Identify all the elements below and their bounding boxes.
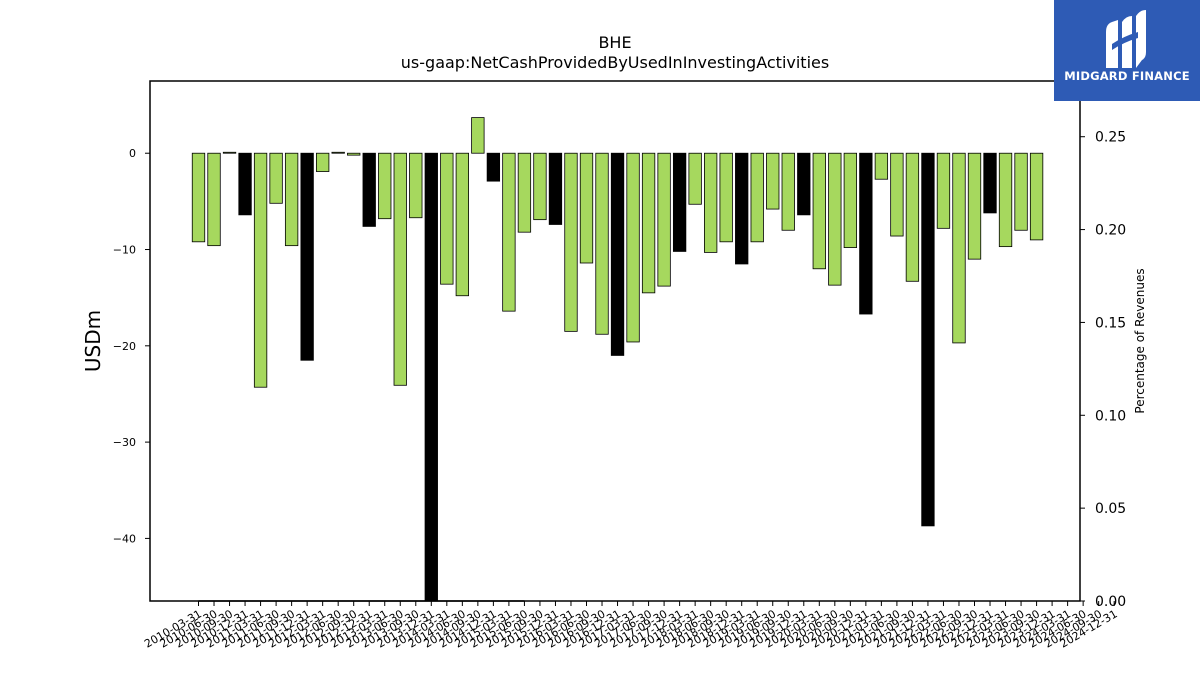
bar: [812, 152, 826, 270]
bar: [704, 152, 718, 253]
bar: [533, 152, 547, 221]
y-axis-left: 0 −10 −20 −30 −40: [113, 147, 150, 545]
bar: [657, 152, 671, 287]
chart-title-group: BHE us-gaap:NetCashProvidedByUsedInInves…: [401, 33, 829, 72]
y-tick-label: 0: [129, 147, 136, 160]
bar: [672, 152, 687, 252]
bar: [393, 152, 407, 386]
bar: [688, 152, 702, 205]
chart-subtitle: us-gaap:NetCashProvidedByUsedInInvesting…: [401, 53, 829, 72]
bar: [921, 152, 935, 527]
brand-logo: MIDGARD FINANCE: [1054, 0, 1200, 101]
y-tick-label: −40: [113, 532, 136, 545]
bar: [440, 152, 454, 285]
bar: [517, 152, 532, 233]
bar: [936, 152, 951, 229]
bar: [610, 152, 625, 356]
bar: [595, 152, 609, 335]
bar: [486, 152, 501, 182]
bar: [331, 151, 345, 154]
bar: [300, 152, 314, 361]
bar: [735, 152, 749, 265]
bar: [843, 152, 857, 248]
bar: [347, 152, 361, 156]
bar: [983, 152, 997, 214]
bar: [828, 152, 842, 286]
bar: [191, 152, 206, 243]
bar: [998, 152, 1013, 248]
y2-tick-label: 0.00: [1095, 594, 1126, 610]
bars-layer: [191, 117, 1044, 602]
midgard-m-logo-icon: [1106, 10, 1146, 68]
y2-tick-label: 0.05: [1095, 501, 1126, 517]
y2-tick-label: 0.25: [1095, 130, 1126, 146]
bar: [362, 152, 376, 227]
bar: [579, 152, 594, 264]
bar: [284, 152, 299, 247]
bar: [797, 152, 811, 216]
bar: [967, 152, 982, 260]
bar: [766, 152, 780, 210]
bar: [564, 152, 578, 332]
bar: [471, 117, 485, 154]
bar: [269, 152, 283, 204]
y-axis-label: USDm: [81, 310, 105, 372]
x-axis: 2010-03-312010-06-302010-09-302010-12-31…: [142, 601, 1120, 651]
bar: [626, 152, 640, 343]
bar: [1029, 152, 1044, 241]
bar: [905, 152, 920, 282]
y2-tick-label: 0.10: [1095, 408, 1126, 424]
bar: [207, 152, 221, 247]
bar: [641, 152, 656, 294]
bar: [890, 152, 904, 237]
y-tick-label: −20: [113, 340, 136, 353]
bar: [253, 152, 268, 388]
bar: [750, 152, 764, 243]
bar: [424, 152, 438, 602]
plot-frame: [149, 80, 1081, 602]
y-tick-label: −10: [113, 244, 136, 257]
bar: [222, 151, 237, 154]
bar: [1014, 152, 1028, 231]
brand-name: MIDGARD FINANCE: [1064, 69, 1190, 83]
bar: [316, 152, 330, 172]
bar: [874, 152, 889, 180]
bar: [238, 152, 252, 216]
bar: [952, 152, 966, 344]
y2-tick-label: 0.15: [1095, 315, 1126, 331]
y2-axis-label: Percentage of Revenues: [1133, 268, 1147, 413]
chart-title: BHE: [598, 33, 631, 52]
bar: [859, 152, 873, 315]
bar: [781, 152, 795, 231]
bar: [548, 152, 563, 225]
y-tick-label: −30: [113, 436, 136, 449]
bar: [378, 152, 392, 220]
y2-tick-label: 0.20: [1095, 223, 1126, 239]
y-axis-right: 0.25 0.20 0.15 0.10 0.05 0.00: [1080, 130, 1126, 610]
bar: [719, 152, 733, 243]
bar: [502, 152, 516, 312]
bar: [455, 152, 469, 297]
bar: [409, 152, 423, 219]
